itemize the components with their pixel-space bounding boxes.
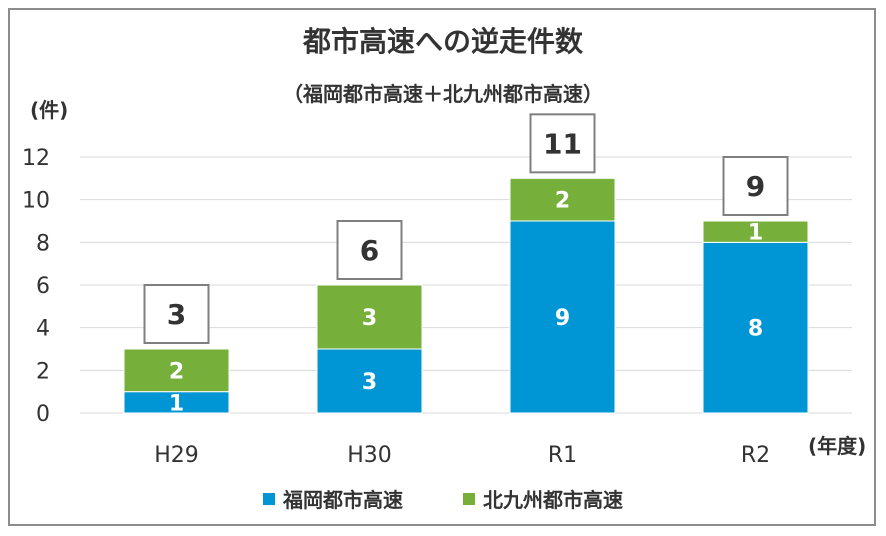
x-axis-label: (年度): [808, 434, 866, 458]
legend-label-kitakyushu: 北九州都市高速: [483, 488, 623, 512]
total-box: [143, 284, 210, 344]
chart-subtitle: （福岡都市高速＋北九州都市高速）: [283, 82, 603, 106]
total-label: 3: [167, 298, 186, 331]
y-tick-label: 2: [36, 359, 50, 384]
bar-value-label: 1: [748, 221, 763, 246]
bar-segment: [316, 348, 423, 414]
legend-swatch-kitakyushu: [463, 492, 475, 505]
legend-item-kitakyushu: 北九州都市高速: [463, 484, 623, 513]
x-tick-label: H30: [347, 443, 392, 468]
bar-segment: [509, 220, 616, 414]
bar-segment: [316, 284, 423, 350]
bar-value-label: 2: [169, 359, 184, 384]
total-label: 11: [543, 127, 582, 160]
bar-segment: [509, 177, 616, 222]
y-tick-label: 0: [36, 402, 50, 427]
y-tick-label: 12: [22, 146, 50, 171]
bar-value-label: 8: [748, 317, 763, 342]
y-tick-label: 10: [22, 189, 50, 214]
bar-value-label: 3: [362, 306, 377, 331]
legend: 福岡都市高速 北九州都市高速: [0, 484, 886, 513]
y-tick-label: 4: [36, 317, 50, 342]
y-tick-label: 6: [36, 274, 50, 299]
bar-segment: [702, 241, 809, 414]
bar-value-label: 2: [555, 189, 570, 214]
legend-label-fukuoka: 福岡都市高速: [283, 488, 403, 512]
chart-frame: [8, 8, 876, 526]
bar-value-label: 1: [169, 391, 184, 416]
y-axis-label: (件): [30, 98, 68, 122]
chart-title: 都市高速への逆走件数: [302, 25, 583, 58]
legend-swatch-fukuoka: [263, 492, 275, 505]
y-tick-label: 8: [36, 231, 50, 256]
bar-value-label: 9: [555, 306, 570, 331]
bar-value-label: 3: [362, 370, 377, 395]
x-tick-label: R1: [548, 443, 577, 468]
x-tick-label: H29: [154, 443, 199, 468]
total-box: [722, 156, 789, 216]
total-label: 9: [746, 170, 765, 203]
bar-segment: [702, 220, 809, 243]
total-box: [529, 113, 596, 174]
legend-item-fukuoka: 福岡都市高速: [263, 484, 403, 513]
bar-segment: [123, 348, 230, 393]
x-tick-label: R2: [741, 443, 770, 468]
total-box: [336, 220, 403, 280]
total-label: 6: [360, 234, 379, 267]
